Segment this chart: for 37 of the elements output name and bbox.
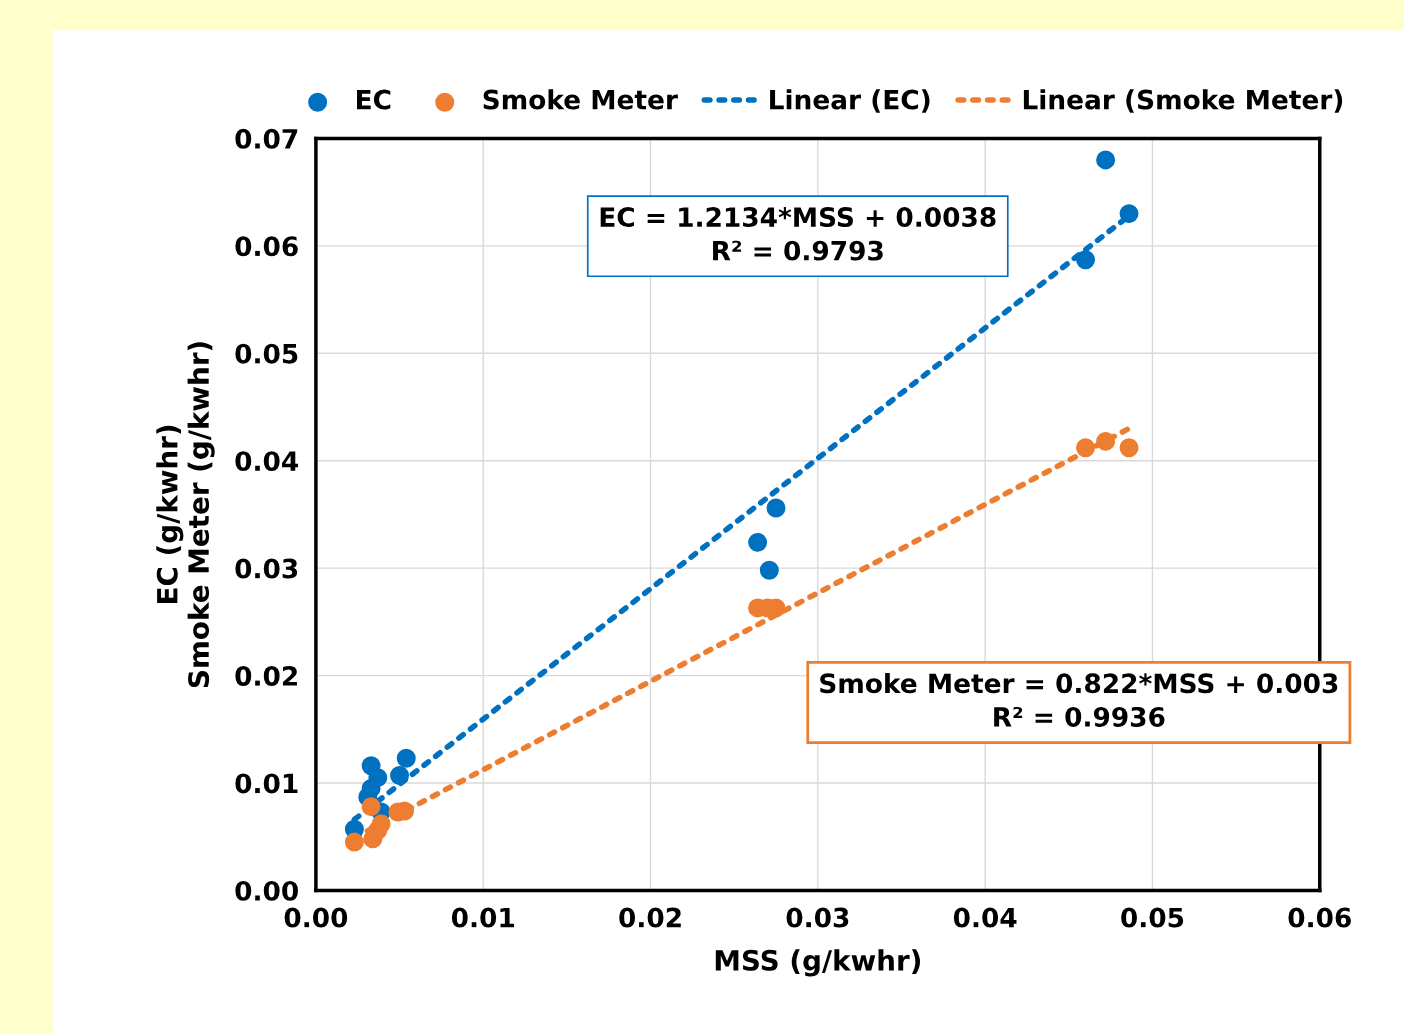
- x-tick-label: 0.04: [953, 907, 1017, 928]
- point: [371, 814, 391, 834]
- y-axis-title: EC (g/kwhr) Smoke Meter (g/kwhr): [156, 342, 215, 688]
- x-axis-title: MSS (g/kwhr): [715, 949, 920, 977]
- point: [1076, 250, 1096, 270]
- y-tick-label: 0.04: [235, 451, 299, 472]
- point: [390, 766, 410, 785]
- point: [1076, 438, 1096, 458]
- y-tick-label: 0.03: [235, 558, 298, 579]
- legend-label: Smoke Meter: [483, 89, 678, 110]
- x-tick-label: 0.06: [1288, 907, 1351, 928]
- y-tick-label: 0.05: [235, 343, 298, 364]
- annotation: Smoke Meter = 0.822*MSS + 0.003 R² = 0.9936: [820, 672, 1338, 727]
- x-tick-label: 0.03: [786, 907, 849, 928]
- point: [1096, 150, 1116, 170]
- legend-label: Linear (EC): [770, 89, 930, 113]
- y-tick-label: 0.02: [235, 666, 297, 686]
- point: [344, 832, 364, 852]
- x-tick-label: 0.00: [284, 907, 348, 928]
- point: [759, 560, 779, 580]
- x-tick-label: 0.01: [451, 907, 514, 928]
- point: [1119, 438, 1139, 458]
- x-tick-label: 0.05: [1121, 907, 1184, 928]
- y-tick-label: 0.07: [235, 128, 298, 149]
- y-tick-label: 0.01: [235, 773, 298, 794]
- legend-label: Linear (Smoke Meter): [1023, 89, 1343, 113]
- point: [396, 748, 416, 768]
- point: [766, 498, 786, 518]
- point: [1119, 204, 1139, 224]
- y-tick-label: 0.06: [235, 236, 298, 257]
- y-tick-label: 0.00: [235, 880, 298, 901]
- legend-label: EC: [357, 89, 391, 110]
- x-tick-label: 0.02: [619, 907, 681, 928]
- point: [1096, 431, 1116, 451]
- point: [361, 797, 381, 817]
- annotation: EC = 1.2134*MSS + 0.0038 R² = 0.9793: [600, 207, 996, 261]
- point: [748, 532, 768, 552]
